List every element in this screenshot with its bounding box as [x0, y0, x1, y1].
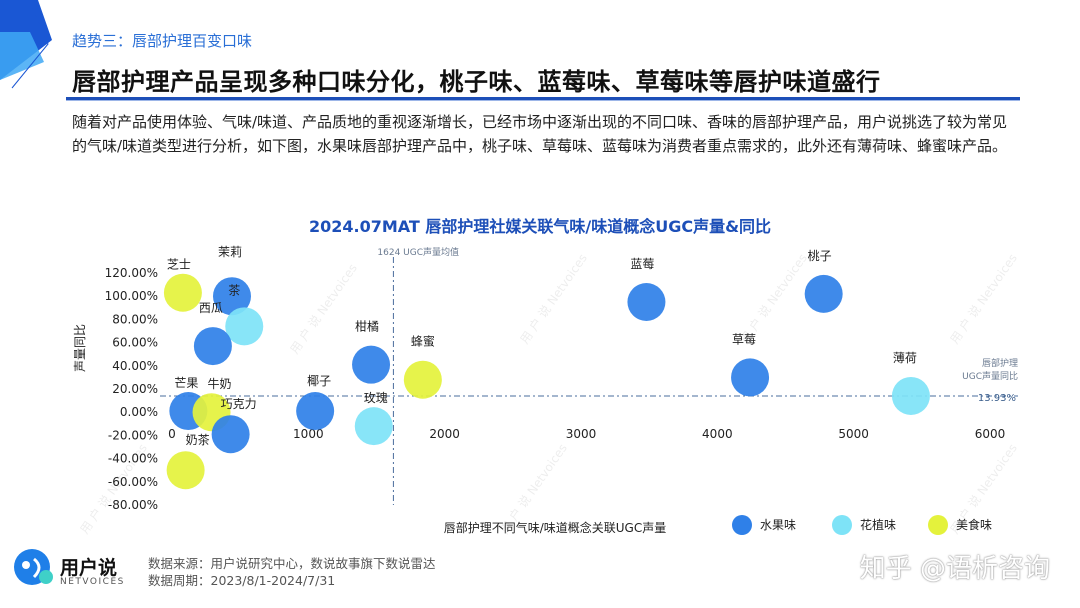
data-point [352, 345, 391, 384]
data-point [225, 307, 264, 346]
data-point-label: 玫瑰 [364, 390, 388, 405]
data-point-label: 桃子 [808, 248, 832, 263]
data-point [403, 360, 442, 399]
mean-growth-label: UGC声量同比 [962, 370, 1018, 382]
data-point-label: 芒果 [174, 375, 198, 390]
y-tick-label: 100.00% [105, 289, 158, 303]
legend-marker [928, 515, 948, 535]
x-tick-label: 3000 [566, 427, 597, 441]
netvoices-logo-icon [14, 549, 53, 585]
y-tick-label: -60.00% [108, 475, 158, 489]
data-point-label: 蓝莓 [630, 257, 654, 271]
title-divider-thin [66, 100, 1020, 101]
data-point [193, 327, 232, 366]
logo-name: 用户说 [60, 557, 118, 579]
x-tick-label: 2000 [429, 427, 460, 441]
mean-growth-value: 13.93% [978, 393, 1016, 404]
data-point [731, 358, 770, 397]
data-point [354, 407, 393, 446]
section-tag: 趋势三：唇部护理百变口味 [72, 32, 253, 50]
mean-volume-label: 1624 UGC声量均值 [377, 246, 459, 258]
scatter-chart: 2024.07MAT 唇部护理社媒关联气味/味道概念UGC声量&同比 120.00… [73, 217, 1018, 535]
chart-title: 2024.07MAT 唇部护理社媒关联气味/味道概念UGC声量&同比 [309, 217, 771, 236]
page-description: 随着对产品使用体验、气味/味道、产品质地的重视逐渐增长，已经市场中逐渐出现的不同… [72, 113, 1008, 155]
legend-label: 水果味 [760, 518, 796, 532]
data-point [166, 451, 205, 490]
data-point-label: 茶 [228, 282, 240, 297]
platform-watermark: 知乎 @语析咨询 [859, 554, 1050, 584]
data-point-label: 蜂蜜 [411, 334, 435, 349]
data-point-label: 芝士 [167, 257, 191, 272]
data-point-label: 奶茶 [186, 432, 210, 447]
y-tick-label: 20.00% [112, 382, 158, 396]
corner-decoration [0, 0, 52, 89]
data-point [211, 415, 250, 454]
y-tick-label: 120.00% [105, 266, 158, 280]
data-point [163, 273, 202, 312]
x-axis-label: 唇部护理不同气味/味道概念关联UGC声量 [444, 520, 667, 535]
x-tick-label: 1000 [293, 427, 324, 441]
y-tick-label: 40.00% [112, 359, 158, 373]
data-point-label: 茉莉 [218, 245, 242, 259]
data-point [212, 277, 251, 316]
mean-growth-label: 唇部护理 [982, 357, 1018, 369]
legend-label: 美食味 [956, 517, 992, 532]
y-tick-label: -40.00% [108, 452, 158, 466]
x-tick-label: 4000 [702, 427, 733, 441]
data-point-label: 牛奶 [208, 376, 232, 391]
y-tick-label: -20.00% [108, 428, 158, 442]
x-tick-label: 5000 [838, 427, 869, 441]
data-point [627, 283, 666, 321]
logo-subtitle: NETVOICES [60, 577, 125, 587]
data-point-label: 柑橘 [355, 319, 379, 334]
data-point-label: 巧克力 [221, 397, 257, 411]
data-point-label: 草莓 [732, 332, 756, 346]
y-tick-label: -80.00% [108, 498, 158, 512]
x-tick-label: 6000 [975, 427, 1006, 441]
legend-label: 花植味 [860, 517, 896, 532]
data-point [804, 274, 843, 313]
data-source: 数据来源：用户说研究中心，数说故事旗下数说雷达 [148, 556, 436, 571]
title-divider [66, 97, 1020, 100]
data-point-label: 薄荷 [893, 350, 917, 365]
data-point-label: 椰子 [307, 373, 331, 388]
y-tick-label: 0.00% [120, 405, 158, 419]
data-point-label: 西瓜 [199, 301, 223, 315]
legend-marker [832, 515, 852, 535]
y-axis-label: 声量同比 [73, 324, 87, 372]
page-title: 唇部护理产品呈现多种口味分化，桃子味、蓝莓味、草莓味等唇护味道盛行 [72, 68, 881, 96]
y-tick-label: 80.00% [112, 312, 158, 326]
data-point [891, 376, 930, 415]
x-tick-label: 0 [168, 427, 176, 441]
legend-marker [732, 515, 752, 535]
data-point [296, 392, 335, 431]
y-tick-label: 60.00% [112, 336, 158, 350]
data-period: 数据周期：2023/8/1-2024/7/31 [148, 573, 336, 588]
